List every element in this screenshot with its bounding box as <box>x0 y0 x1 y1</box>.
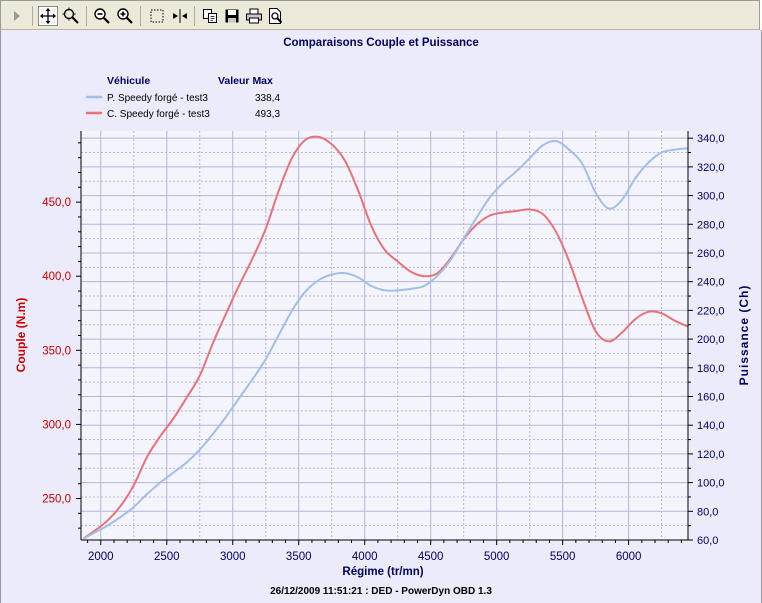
footer-text: 26/12/2009 11:51:21 : DED - PowerDyn OBD… <box>270 586 492 597</box>
y-right-tick-label: 320,0 <box>697 162 725 174</box>
series-puissance-line <box>83 139 689 540</box>
series-layer <box>83 135 689 540</box>
toolbar-separator <box>32 6 33 26</box>
plot-area[interactable] <box>81 131 688 540</box>
y-right-tick-label: 100,0 <box>697 478 725 490</box>
y-right-tick-label: 340,0 <box>697 133 725 145</box>
y-right-tick-label: 220,0 <box>697 305 725 317</box>
y-right-axis-label: Puissance (Ch) <box>737 285 751 386</box>
x-tick-label: 2500 <box>154 551 180 563</box>
y-right-tick-label: 200,0 <box>697 334 725 346</box>
x-tick-label: 4000 <box>352 551 378 563</box>
y-left-tick-label: 400,0 <box>42 271 71 283</box>
axes: 250,0 300,0 350,0 400,0 450,0 60,0 80,0 100,0 12… <box>42 131 725 563</box>
x-tick-label: 5500 <box>550 551 576 563</box>
y-right-tick-label: 60,0 <box>697 535 718 547</box>
y-right-tick-label: 180,0 <box>697 363 725 375</box>
zoom-in-icon[interactable] <box>115 6 135 26</box>
toolbar-separator <box>194 6 195 26</box>
toolbar-separator <box>86 6 87 26</box>
grid <box>81 131 688 541</box>
x-axis-label: Régime (tr/mn) <box>342 566 423 578</box>
legend-max-couple: 493,3 <box>255 109 280 120</box>
legend-max-puissance: 338,4 <box>255 93 280 104</box>
y-left-tick-label: 450,0 <box>42 197 71 209</box>
cursor-marker-icon[interactable] <box>169 6 189 26</box>
y-left-tick-label: 350,0 <box>42 345 71 357</box>
legend-header-vehicle: Véhicule <box>107 75 150 87</box>
y-left-axis-label: Couple (N.m) <box>14 298 28 373</box>
legend-header-max: Valeur Max <box>218 75 273 87</box>
y-right-tick-label: 160,0 <box>697 391 725 403</box>
y-right-tick-label: 300,0 <box>697 191 725 203</box>
save-disk-icon[interactable] <box>222 6 242 26</box>
zoom-region-icon[interactable] <box>61 6 81 26</box>
legend-label-puissance: P. Speedy forgé - test3 <box>107 93 208 104</box>
toolbar-separator <box>140 6 141 26</box>
y-left-tick-label: 300,0 <box>42 419 71 431</box>
x-tick-label: 3500 <box>286 551 312 563</box>
y-right-tick-label: 260,0 <box>697 248 725 260</box>
expand-arrow-icon[interactable] <box>7 6 27 26</box>
y-right-tick-label: 80,0 <box>697 506 718 518</box>
y-right-tick-label: 120,0 <box>697 449 725 461</box>
chart-title: Comparaisons Couple et Puissance <box>283 37 479 49</box>
print-preview-icon[interactable] <box>266 6 286 26</box>
x-tick-label: 5000 <box>484 551 510 563</box>
series-couple-line <box>83 135 689 540</box>
copy-icon[interactable] <box>200 6 220 26</box>
zoom-out-icon[interactable] <box>92 6 112 26</box>
select-rectangle-icon[interactable] <box>147 6 167 26</box>
pan-move-icon[interactable] <box>38 6 58 26</box>
x-tick-label: 3000 <box>220 551 246 563</box>
x-tick-label: 2000 <box>88 551 114 563</box>
y-left-tick-label: 250,0 <box>42 494 71 506</box>
print-icon[interactable] <box>244 6 264 26</box>
y-right-tick-label: 240,0 <box>697 277 725 289</box>
y-right-tick-label: 280,0 <box>697 219 725 231</box>
x-tick-label: 6000 <box>616 551 642 563</box>
toolbar <box>0 0 760 30</box>
y-right-tick-label: 140,0 <box>697 420 725 432</box>
x-tick-label: 4500 <box>418 551 444 563</box>
legend: Véhicule Valeur Max P. Speedy forgé - te… <box>85 75 280 120</box>
legend-label-couple: C. Speedy forgé - test3 <box>107 109 210 120</box>
